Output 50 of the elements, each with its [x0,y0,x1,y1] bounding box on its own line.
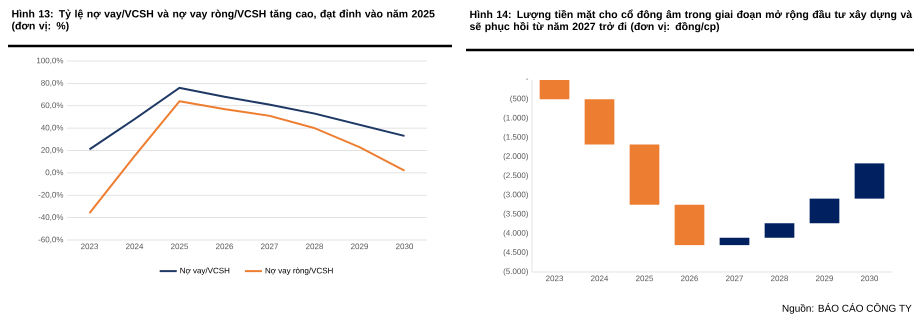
y-tick-label: (5.000) [504,268,528,276]
y-tick-label: (500) [510,95,528,103]
x-tick-label: 2028 [771,276,788,282]
bar [540,80,570,100]
x-tick-label: 2029 [351,244,368,250]
y-tick-label: (1.500) [504,134,528,142]
x-tick-label: 2023 [546,276,564,282]
bar [720,238,750,246]
bar [630,144,660,205]
x-tick-label: 2028 [306,244,324,250]
chart-title: Hình 14: Lượng tiền mặt cho cổ đông âm trong giai đoạn mở rộng đầu tư xây dựng và sẽ phục hồi từ năm 2027 trở đi (đơn vị: đồng/cp) [470,10,912,32]
x-tick-label: 2024 [591,276,608,282]
y-tick-label: - [526,78,528,80]
y-tick-label: (2.500) [504,172,528,180]
y-tick-label: 20,0% [41,147,64,154]
bar [810,198,840,224]
x-tick-label: 2026 [216,244,234,250]
y-tick-label: -60,0% [38,236,64,244]
x-tick-label: 2027 [261,244,278,250]
bar [674,204,704,246]
y-tick-label: (4.000) [504,230,528,238]
line-series [88,100,406,214]
x-tick-label: 2025 [636,276,654,282]
y-tick-label: (4.500) [504,249,528,257]
text: Nguồn: BÁO CÁO CÔNG TY [782,302,912,314]
y-tick-label: 40,0% [40,124,64,132]
x-tick-label: 2029 [816,276,833,282]
bar [854,163,884,199]
y-tick-label: (3.000) [504,191,528,199]
y-tick-label: 60,0% [41,102,64,110]
y-tick-label: 80,0% [41,80,64,87]
bar [764,223,794,238]
y-tick-label: 0,0% [46,170,64,176]
y-tick-label: -20,0% [38,192,64,199]
y-tick-label: -40,0% [38,214,64,221]
y-tick-label: (1.000) [504,114,528,122]
bar [584,99,614,145]
y-tick-label: (3.500) [504,210,528,218]
x-tick-label: 2024 [126,244,144,250]
x-tick-label: 2030 [861,276,878,282]
x-tick-label: 2027 [726,276,743,282]
y-tick-label: (2.000) [504,153,528,161]
legend-label: Nợ vay/VCSH [180,267,230,275]
legend-label: Nợ vay ròng/VCSH [266,267,333,276]
x-tick-label: 2026 [681,276,698,282]
x-tick-label: 2025 [171,244,188,250]
x-tick-label: 2030 [396,244,414,250]
y-tick-label: 100,0% [36,58,64,64]
chart-title: Hình 13: Tỷ lệ nợ vay/VCSH và nợ vay ròng/VCSH tăng cao, đạt đỉnh vào năm 2025 (đơn vị: %) [12,10,435,32]
x-tick-label: 2023 [81,244,98,250]
